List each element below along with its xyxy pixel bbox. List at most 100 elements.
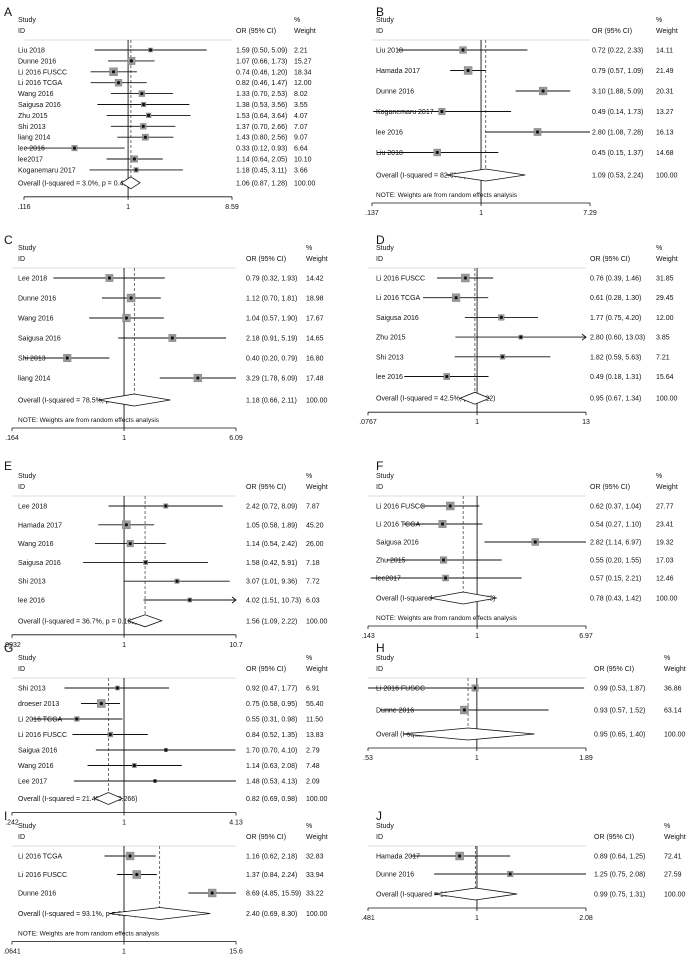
study-label: Lee 2017 bbox=[18, 779, 47, 786]
header-percent: % bbox=[306, 473, 312, 480]
or-ci-label: 3.10 (1.88, 5.09) bbox=[592, 89, 643, 96]
study-row: Hamada 2017 1.05 (0.58, 1.89) 45.20 bbox=[18, 520, 324, 529]
study-label: Li 2016 TCGA bbox=[18, 717, 63, 724]
point-estimate bbox=[454, 296, 458, 300]
point-estimate bbox=[144, 560, 148, 565]
overall-weight: 100.00 bbox=[306, 398, 328, 405]
or-ci-label: 2.80 (1.08, 7.28) bbox=[592, 130, 643, 137]
weights-note: NOTE: Weights are from random effects an… bbox=[18, 931, 160, 938]
or-ci-label: 1.38 (0.53, 3.56) bbox=[236, 102, 287, 109]
study-label: lee 2016 bbox=[18, 146, 45, 153]
header-or-ci: OR (95% CI) bbox=[592, 28, 632, 35]
overall-weight: 100.00 bbox=[656, 596, 678, 603]
weight-label: 33.94 bbox=[306, 872, 324, 879]
study-label: Zhu 2015 bbox=[376, 335, 406, 342]
header-study: Study bbox=[18, 245, 36, 252]
study-label: Shi 2013 bbox=[18, 579, 46, 586]
weight-label: 17.03 bbox=[656, 558, 674, 565]
weight-label: 9.07 bbox=[294, 135, 308, 142]
weight-label: 7.72 bbox=[306, 579, 320, 586]
study-label: Koganemaru 2017 bbox=[376, 109, 434, 116]
point-estimate bbox=[128, 542, 132, 546]
study-label: Dunne 2016 bbox=[376, 872, 414, 879]
overall-or-ci: 0.95 (0.67, 1.34) bbox=[590, 396, 641, 403]
weight-label: 16.80 bbox=[306, 356, 324, 363]
study-label: Liu 2018 bbox=[376, 48, 403, 55]
forest-panel-c: C Study ID% OR (95% CI) Weight Lee 2018 0.79 (… bbox=[4, 233, 328, 442]
study-label: lee 2016 bbox=[18, 598, 45, 605]
overall-weight: 100.00 bbox=[656, 173, 678, 180]
header-study: Study bbox=[376, 473, 394, 480]
panel-letter: J bbox=[376, 809, 382, 823]
study-label: Koganemaru 2017 bbox=[18, 167, 76, 174]
or-ci-label: 1.16 (0.62, 2.18) bbox=[246, 854, 297, 861]
weight-label: 31.85 bbox=[656, 276, 674, 283]
study-label: Hamada 2017 bbox=[376, 68, 420, 75]
overall-diamond bbox=[429, 591, 497, 605]
header-study: Study bbox=[18, 17, 36, 24]
x-tick-label: 1.89 bbox=[579, 755, 593, 762]
overall-or-ci: 0.95 (0.65, 1.40) bbox=[594, 732, 645, 739]
header-id: ID bbox=[376, 666, 383, 673]
study-row: Dunne 2016 1.07 (0.66, 1.73) 15.27 bbox=[18, 56, 312, 65]
x-tick-label: 7.29 bbox=[583, 210, 597, 217]
point-estimate bbox=[519, 335, 523, 339]
study-label: Li 2016 TCGA bbox=[18, 80, 63, 87]
point-estimate bbox=[535, 130, 540, 134]
x-tick-label: .137 bbox=[365, 210, 379, 217]
x-tick-label: 10.7 bbox=[229, 642, 243, 649]
forest-panel-i: I Study ID% OR (95% CI) Weight Li 2016 TCGA 1.… bbox=[3, 809, 327, 956]
study-row: Li 2016 TCGA 0.82 (0.46, 1.47) 12.00 bbox=[18, 79, 312, 87]
or-ci-label: 1.37 (0.70, 2.66) bbox=[236, 124, 287, 131]
study-row: Li 2016 FUSCC 0.76 (0.39, 1.46) 31.85 bbox=[376, 273, 674, 283]
study-row: Shi 2013 0.92 (0.47, 1.77) 6.91 bbox=[18, 686, 320, 693]
weight-label: 18.34 bbox=[294, 69, 312, 76]
study-label: Saigusa 2016 bbox=[18, 102, 61, 109]
weight-label: 14.68 bbox=[656, 150, 674, 157]
point-estimate bbox=[175, 579, 179, 583]
study-row: Shi 2013 1.37 (0.70, 2.66) 7.07 bbox=[18, 123, 308, 131]
or-ci-label: 1.14 (0.64, 2.05) bbox=[236, 157, 287, 164]
study-label: Saigusa 2016 bbox=[18, 336, 61, 343]
x-tick-label: 1 bbox=[475, 419, 479, 426]
header-or-ci: OR (95% CI) bbox=[246, 484, 286, 491]
study-row: Wang 2016 1.14 (0.54, 2.42) 26.00 bbox=[18, 540, 324, 548]
header-id: ID bbox=[376, 256, 383, 263]
point-estimate bbox=[116, 81, 121, 85]
study-row: Dunne 2016 0.93 (0.57, 1.52) 63.14 bbox=[376, 705, 682, 715]
point-estimate bbox=[440, 109, 444, 114]
overall-label: Overall (I-squared = 36.7%, p = 0.162) bbox=[18, 618, 137, 625]
weight-label: 23.41 bbox=[656, 522, 674, 529]
x-tick-label: .53 bbox=[363, 755, 373, 762]
overall-diamond bbox=[93, 792, 124, 805]
overall-row: Overall (I-squared = 60.2%, p = 0.040)0.… bbox=[376, 591, 678, 605]
header-or-ci: OR (95% CI) bbox=[246, 834, 286, 841]
weights-note: NOTE: Weights are from random effects an… bbox=[376, 615, 518, 622]
weight-label: 72.41 bbox=[664, 854, 682, 861]
x-tick-label: 6.09 bbox=[229, 435, 243, 442]
overall-weight: 100.00 bbox=[306, 796, 328, 803]
header-weight: Weight bbox=[656, 28, 678, 35]
point-estimate bbox=[153, 779, 157, 783]
or-ci-label: 0.82 (0.46, 1.47) bbox=[236, 80, 287, 87]
header-or-ci: OR (95% CI) bbox=[594, 666, 634, 673]
or-ci-label: 0.93 (0.57, 1.52) bbox=[594, 708, 645, 715]
overall-weight: 100.00 bbox=[664, 892, 686, 899]
weight-label: 19.32 bbox=[656, 540, 674, 547]
point-estimate bbox=[129, 59, 133, 63]
overall-row: Overall (I-squared = 13.9%, p = 0.281) 0.… bbox=[376, 887, 686, 901]
header-study: Study bbox=[18, 823, 36, 830]
header-id: ID bbox=[18, 28, 25, 35]
weight-label: 13.27 bbox=[656, 109, 674, 116]
or-ci-label: 4.02 (1.51, 10.73) bbox=[246, 598, 301, 605]
or-ci-label: 0.99 (0.53, 1.87) bbox=[594, 686, 645, 693]
point-estimate bbox=[147, 113, 151, 117]
weight-label: 6.91 bbox=[306, 686, 320, 693]
study-row: Saigusa 2016 1.58 (0.42, 5.91) 7.18 bbox=[18, 560, 320, 567]
point-estimate bbox=[164, 504, 168, 508]
or-ci-label: 1.14 (0.63, 2.08) bbox=[246, 763, 297, 770]
x-tick-label: 1 bbox=[475, 755, 479, 762]
x-tick-label: .0932 bbox=[3, 642, 21, 649]
weight-label: 21.49 bbox=[656, 68, 674, 75]
